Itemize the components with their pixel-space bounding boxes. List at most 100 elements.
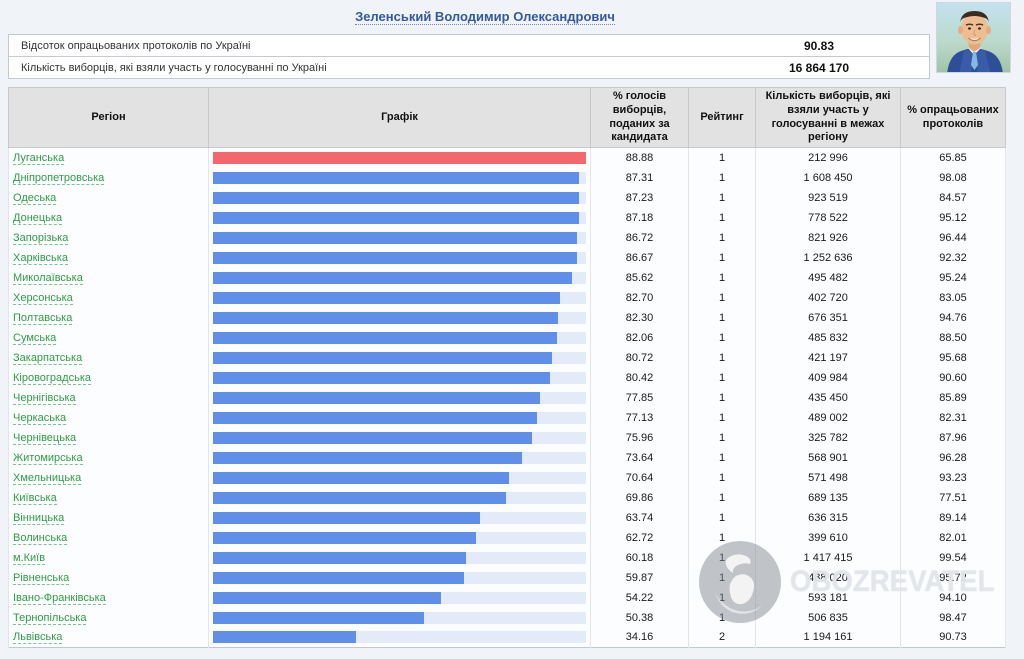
region-cell: Сумська	[8, 327, 209, 348]
table-row: Херсонська 82.70 1 402 720 83.05	[8, 287, 1006, 308]
bar-fill	[213, 491, 507, 504]
region-link[interactable]: Чернівецька	[13, 431, 77, 445]
bar-fill	[213, 531, 477, 544]
bar-track	[213, 491, 586, 504]
rating-cell: 1	[688, 367, 756, 388]
bar-track	[213, 251, 586, 264]
table-row: Вінницька 63.74 1 636 315 89.14	[8, 507, 1006, 528]
rating-cell: 1	[688, 607, 756, 628]
protocols-cell: 94.76	[900, 307, 1006, 328]
bar-track	[213, 571, 586, 584]
region-link[interactable]: м.Київ	[13, 551, 46, 565]
bar-fill	[213, 611, 425, 624]
protocols-cell: 87.96	[900, 427, 1006, 448]
bar-fill	[213, 511, 481, 524]
voters-cell: 421 197	[755, 347, 901, 368]
rating-cell: 1	[688, 547, 756, 568]
region-link[interactable]: Хмельницька	[13, 471, 82, 485]
table-row: Чернігівська 77.85 1 435 450 85.89	[8, 387, 1006, 408]
protocols-cell: 98.08	[900, 167, 1006, 188]
region-link[interactable]: Херсонська	[13, 291, 73, 305]
region-link[interactable]: Рівненська	[13, 571, 70, 585]
table-row: Закарпатська 80.72 1 421 197 95.68	[8, 347, 1006, 368]
percent-cell: 50.38	[590, 607, 689, 628]
graph-cell	[208, 407, 591, 428]
region-cell: Кіровоградська	[8, 367, 209, 388]
protocols-cell: 98.47	[900, 607, 1006, 628]
percent-cell: 82.06	[590, 327, 689, 348]
region-link[interactable]: Кіровоградська	[13, 371, 91, 385]
bar-fill	[213, 571, 465, 584]
region-link[interactable]: Запорізька	[13, 231, 69, 245]
region-cell: Одеська	[8, 187, 209, 208]
rating-cell: 1	[688, 587, 756, 608]
region-link[interactable]: Сумська	[13, 331, 57, 345]
region-link[interactable]: Донецька	[13, 211, 63, 225]
bar-fill	[213, 411, 537, 424]
region-link[interactable]: Тернопільська	[13, 611, 87, 625]
protocols-cell: 83.05	[900, 287, 1006, 308]
voters-cell: 636 315	[755, 507, 901, 528]
percent-cell: 59.87	[590, 567, 689, 588]
region-link[interactable]: Івано-Франківська	[13, 591, 106, 605]
region-link[interactable]: Волинська	[13, 531, 68, 545]
protocols-cell: 85.89	[900, 387, 1006, 408]
bar-fill	[213, 291, 561, 304]
region-link[interactable]: Житомирська	[13, 451, 83, 465]
region-link[interactable]: Вінницька	[13, 511, 65, 525]
percent-cell: 54.22	[590, 587, 689, 608]
bar-fill	[213, 251, 577, 264]
percent-cell: 88.88	[590, 147, 689, 168]
percent-cell: 80.72	[590, 347, 689, 368]
region-link[interactable]: Чернігівська	[13, 391, 76, 405]
graph-cell	[208, 147, 591, 168]
bar-fill	[213, 191, 580, 204]
region-cell: Київська	[8, 487, 209, 508]
region-link[interactable]: Одеська	[13, 191, 57, 205]
column-header-percent: % голосів виборців, поданих за кандидата	[590, 87, 689, 148]
percent-cell: 60.18	[590, 547, 689, 568]
candidate-name-link[interactable]: Зеленський Володимир Олександрович	[355, 9, 615, 25]
graph-cell	[208, 247, 591, 268]
region-link[interactable]: Миколаївська	[13, 271, 83, 285]
region-link[interactable]: Харківська	[13, 251, 68, 265]
protocols-cell: 65.85	[900, 147, 1006, 168]
rating-cell: 1	[688, 287, 756, 308]
graph-cell	[208, 627, 591, 648]
region-cell: Хмельницька	[8, 467, 209, 488]
region-link[interactable]: Дніпропетровська	[13, 171, 105, 185]
rating-cell: 1	[688, 507, 756, 528]
graph-cell	[208, 307, 591, 328]
table-row: Миколаївська 85.62 1 495 482 95.24	[8, 267, 1006, 288]
region-link[interactable]: Закарпатська	[13, 351, 83, 365]
rating-cell: 2	[688, 627, 756, 648]
column-header-region: Регіон	[8, 87, 209, 148]
rating-cell: 1	[688, 387, 756, 408]
candidate-photo	[936, 2, 1011, 73]
region-link[interactable]: Полтавська	[13, 311, 73, 325]
voters-cell: 409 984	[755, 367, 901, 388]
table-row: Сумська 82.06 1 485 832 88.50	[8, 327, 1006, 348]
region-link[interactable]: Київська	[13, 491, 57, 505]
bar-track	[213, 511, 586, 524]
voters-cell: 568 901	[755, 447, 901, 468]
rating-cell: 1	[688, 327, 756, 348]
percent-cell: 70.64	[590, 467, 689, 488]
bar-fill	[213, 591, 441, 604]
graph-cell	[208, 167, 591, 188]
region-link[interactable]: Черкаська	[13, 411, 67, 425]
percent-cell: 69.86	[590, 487, 689, 508]
bar-fill	[213, 171, 580, 184]
rating-cell: 1	[688, 307, 756, 328]
region-link[interactable]: Луганська	[13, 151, 65, 165]
table-row: Львівська 34.16 2 1 194 161 90.73	[8, 627, 1006, 648]
protocols-cell: 90.73	[900, 627, 1006, 648]
region-cell: Черкаська	[8, 407, 209, 428]
graph-cell	[208, 187, 591, 208]
table-row: Харківська 86.67 1 1 252 636 92.32	[8, 247, 1006, 268]
voters-cell: 506 835	[755, 607, 901, 628]
voters-cell: 1 417 415	[755, 547, 901, 568]
region-link[interactable]: Львівська	[13, 631, 63, 645]
region-cell: Вінницька	[8, 507, 209, 528]
